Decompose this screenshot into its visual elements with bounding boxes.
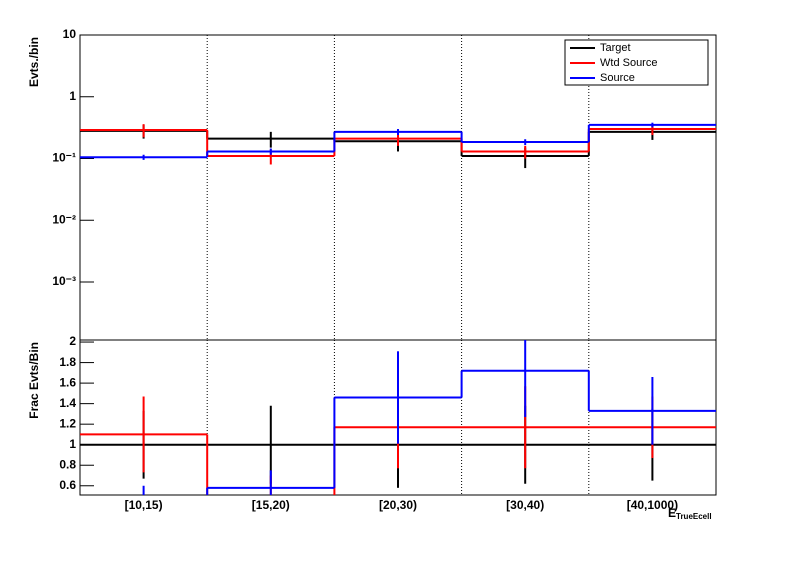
plot-area	[80, 122, 716, 169]
y-tick-label: 1.2	[59, 416, 76, 430]
y-tick-label: 0.8	[59, 457, 76, 471]
plot-area	[80, 340, 716, 495]
y-axis-label: Frac Evts/Bin	[27, 342, 41, 419]
y-tick-label: 1	[69, 89, 76, 103]
y-tick-label: 0.6	[59, 478, 76, 492]
y-tick-label: 10	[63, 27, 77, 41]
y-tick-label: 10⁻¹	[52, 151, 76, 165]
y-tick-label: 1.4	[59, 396, 76, 410]
x-tick-label: [20,30)	[379, 498, 417, 512]
y-tick-label: 2	[69, 334, 76, 348]
x-tick-label: [15,20)	[252, 498, 290, 512]
x-axis-label-sub: TrueEcell	[676, 512, 712, 521]
plot-frame	[79, 339, 717, 496]
y-tick-label: 1	[69, 437, 76, 451]
y-tick-label: 10⁻³	[52, 274, 76, 288]
y-tick-label: 10⁻²	[52, 212, 76, 226]
y-axis-label: Evts./bin	[27, 37, 41, 87]
y-tick-label: 1.6	[59, 375, 76, 389]
x-tick-label: [30,40)	[506, 498, 544, 512]
x-tick-label: [40,1000)	[627, 498, 678, 512]
y-tick-label: 1.8	[59, 355, 76, 369]
x-axis-label: E	[668, 506, 676, 520]
x-tick-label: [10,15)	[125, 498, 163, 512]
legend-label: Wtd Source	[600, 57, 657, 69]
legend-label: Target	[600, 42, 631, 54]
legend-label: Source	[600, 72, 635, 84]
